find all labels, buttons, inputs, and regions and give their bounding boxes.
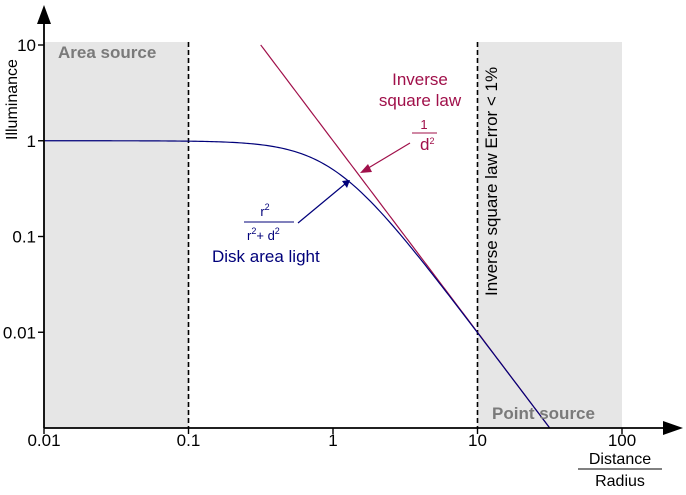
y-tick-label: 1 [27,132,36,151]
series-curves [44,44,551,428]
region-area-source [44,42,189,428]
x-axis-arrowhead [663,421,683,435]
y-axis-arrowhead [37,5,51,24]
disk-title: Disk area light [212,247,320,266]
x-tick-label: 100 [608,431,636,450]
isl-formula-denominator: d2 [420,135,434,154]
x-tick-label: 0.1 [177,431,201,450]
y-tick-label: 0.01 [3,323,36,342]
threshold-label-inverse-square: Inverse square law Error < 1% [482,67,501,296]
x-axis-label-numerator: Distance [589,451,651,468]
disk-arrow-line [297,183,346,224]
y-axis-label: Illuminance [4,59,21,140]
isl-arrowhead [360,164,372,173]
isl-arrow-line [364,142,411,171]
y-tick-label: 10 [17,36,36,55]
isl-title-line2: square law [379,91,462,110]
threshold-lines [187,42,479,428]
disk-arrowhead [342,180,350,188]
x-tick-label: 0.01 [27,431,60,450]
x-tick-label: 1 [328,431,337,450]
region-label-area-source: Area source [58,43,156,62]
disk-formula-denominator: r2+ d2 [247,226,280,243]
isl-formula-numerator: 1 [420,117,427,132]
series-disk-area-light-line [44,140,551,428]
x-axis-label-denominator: Radius [595,473,645,490]
shaded-regions [44,42,622,428]
region-label-point-source: Point source [492,404,595,423]
y-tick-label: 0.1 [12,228,36,247]
disk-formula-numerator: r2 [260,202,269,219]
axis-ticks: 0.01 0.1 1 10 100 0.01 0.1 1 10 [3,36,636,450]
annotation-inverse-square: Inverse square law 1 d2 [360,70,462,173]
axes [37,5,683,435]
x-tick-label: 10 [468,431,487,450]
isl-title-line1: Inverse [392,70,448,89]
annotation-disk-area-light: r2 r2+ d2 Disk area light [212,180,350,266]
